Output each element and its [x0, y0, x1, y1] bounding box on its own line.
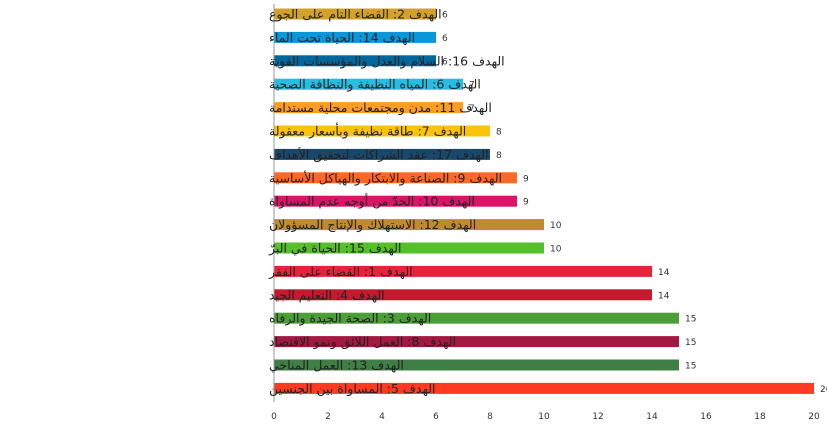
data-label: 9: [523, 198, 529, 208]
x-tick-label: 8: [487, 412, 493, 422]
category-label: الهدف 3: الصحة الجيدة والرفاه: [269, 311, 431, 327]
bar: [274, 289, 652, 301]
bar: [274, 359, 679, 371]
category-label: الهدف 17: عقد الشراكات لتحقيق الأهداف: [269, 147, 489, 163]
x-tick-label: 16: [700, 412, 712, 422]
data-label: 14: [658, 291, 670, 301]
data-label: 6: [442, 11, 448, 21]
category-label: الهدف 2: القضاء التام على الجوع: [269, 7, 442, 23]
bar: [274, 78, 463, 90]
bar: [274, 31, 436, 43]
category-label: الهدف 5: المساواة بين الجنسين: [269, 381, 436, 397]
data-label: 6: [442, 34, 448, 44]
data-label: 9: [523, 174, 529, 184]
category-label: الهدف 13: العمل المناخي: [269, 358, 404, 374]
bar: [274, 195, 517, 207]
category-label: الهدف 11: مدن ومجتمعات محلية مستدامة: [269, 100, 492, 116]
data-label: 15: [685, 338, 696, 348]
category-label: الهدف 4: التعليم الجيد: [269, 287, 385, 303]
x-tick-label: 14: [646, 412, 658, 422]
bar: [274, 336, 679, 348]
data-label: 7: [469, 104, 475, 114]
bar: [274, 312, 679, 324]
bar: [274, 102, 463, 114]
data-label: 8: [496, 151, 502, 161]
bar: [274, 125, 490, 137]
data-label: 15: [685, 362, 696, 372]
bar: [274, 55, 436, 67]
x-tick-label: 10: [538, 412, 550, 422]
x-tick-label: 18: [754, 412, 766, 422]
data-label: 10: [550, 245, 562, 255]
x-axis: 0 2 4 6 8 10 12 14 16 18 20: [271, 4, 820, 422]
data-label: 15: [685, 315, 696, 325]
category-label: الهدف 8: العمل اللائق ونمو الاقتصاد: [269, 334, 456, 350]
bar: [274, 242, 544, 254]
x-tick-label: 12: [592, 412, 603, 422]
x-tick-label: 6: [433, 412, 439, 422]
category-label: الهدف 1: القضاء على الفقر: [268, 264, 413, 280]
x-tick-label: 0: [271, 412, 277, 422]
bar: [274, 172, 517, 184]
bar: [274, 219, 544, 231]
data-label: 6: [442, 57, 448, 67]
category-label: الهدف 6: المياه النظيفة والنظافة الصحية: [269, 77, 481, 93]
data-label: 8: [496, 128, 502, 138]
category-label: الهدف 7: طاقة نظيفة وبأسعار معقولة: [269, 123, 466, 140]
category-label: الهدف 10: الحدّ من أوجه عدم المساواة: [269, 193, 475, 210]
bar: [274, 8, 436, 20]
category-label: الهدف 16: السلام والعدل والمؤسسات القوية: [269, 53, 505, 69]
data-label: 7: [469, 81, 475, 91]
category-label: الهدف 14: الحياة تحت الماء: [269, 30, 415, 46]
bar: [274, 265, 652, 277]
category-label: الهدف 9: الصناعة والابتكار والهياكل الأس…: [269, 170, 502, 186]
x-tick-label: 4: [379, 412, 385, 422]
x-tick-label: 20: [808, 412, 820, 422]
data-label: 20: [820, 385, 827, 395]
x-tick-label: 2: [325, 412, 331, 422]
category-label: الهدف 15: الحياة في البرّ: [268, 241, 401, 257]
category-label: الهدف 12: الاستهلاك والإنتاج المسؤولان: [269, 217, 476, 233]
bar: [274, 148, 490, 160]
bars-layer: [274, 8, 814, 394]
bar: [274, 382, 814, 394]
data-label: 10: [550, 221, 562, 231]
data-label: 14: [658, 268, 670, 278]
